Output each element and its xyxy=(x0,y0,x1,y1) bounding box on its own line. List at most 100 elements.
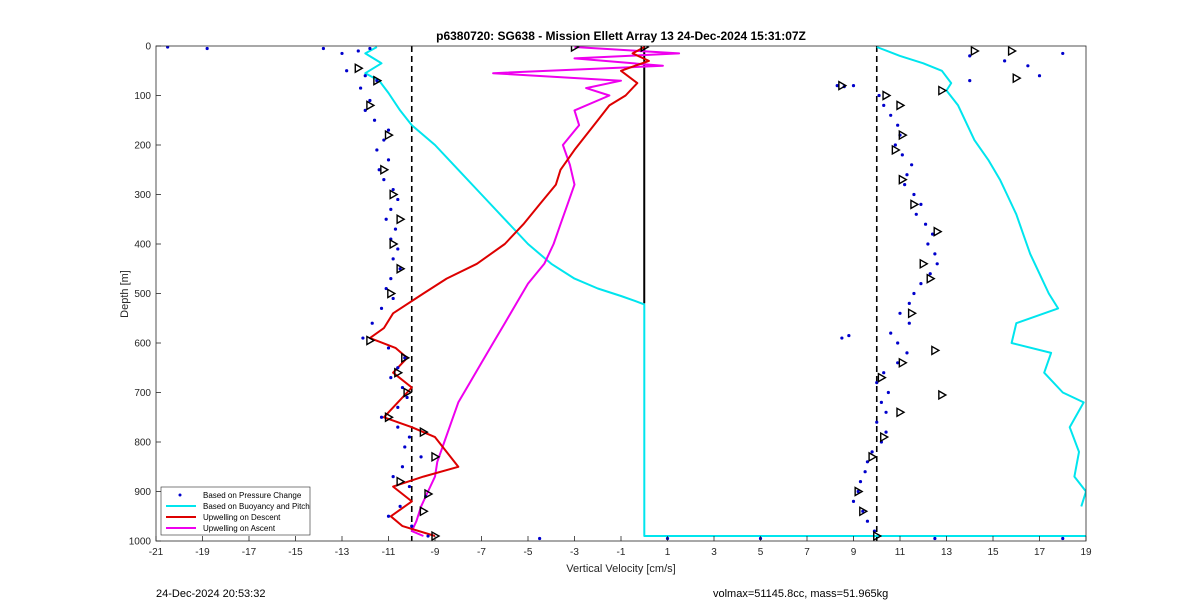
x-tick-label: 17 xyxy=(1034,547,1046,558)
triangle-marker xyxy=(882,90,892,101)
triangle-marker xyxy=(926,273,936,284)
point-based-on-pressure-change xyxy=(396,405,400,409)
point-based-on-pressure-change xyxy=(935,262,939,266)
point-based-on-pressure-change xyxy=(882,103,886,107)
triangle-marker xyxy=(396,214,406,225)
triangle-marker xyxy=(891,144,901,156)
x-tick-label: -17 xyxy=(242,547,257,558)
triangle-marker xyxy=(898,129,908,141)
point-based-on-pressure-change xyxy=(368,46,372,51)
triangle-marker xyxy=(419,506,429,517)
triangle-marker xyxy=(431,530,441,541)
y-tick-label: 200 xyxy=(134,141,151,152)
point-based-on-pressure-change xyxy=(930,232,935,236)
x-tick-label: -13 xyxy=(335,547,350,558)
triangle-marker xyxy=(873,530,883,541)
legend-label: Based on Pressure Change xyxy=(203,491,302,500)
triangle-marker xyxy=(854,486,864,497)
series-line-upwelling-on-descent xyxy=(368,46,650,537)
point-based-on-pressure-change xyxy=(405,395,409,400)
point-based-on-pressure-change xyxy=(896,123,900,127)
triangle-marker xyxy=(880,431,890,443)
point-based-on-pressure-change xyxy=(396,425,400,429)
point-based-on-pressure-change xyxy=(933,252,937,256)
legend-swatch-points xyxy=(178,493,182,497)
chart-title: p6380720: SG638 - Mission Ellett Array 1… xyxy=(436,29,806,43)
point-based-on-pressure-change xyxy=(919,282,923,286)
triangle-marker xyxy=(366,100,376,111)
point-based-on-pressure-change xyxy=(877,93,881,98)
point-based-on-pressure-change xyxy=(870,450,874,454)
plot-background xyxy=(156,46,1086,541)
y-tick-label: 600 xyxy=(134,339,151,350)
legend-label: Based on Buoyancy and Pitch xyxy=(203,502,310,511)
x-tick-label: 1 xyxy=(665,547,671,558)
point-based-on-pressure-change xyxy=(391,475,395,479)
point-based-on-pressure-change xyxy=(426,534,430,538)
point-based-on-pressure-change xyxy=(391,187,395,192)
triangle-marker xyxy=(389,238,399,250)
point-based-on-pressure-change xyxy=(1037,74,1042,78)
point-based-on-pressure-change xyxy=(905,351,909,355)
point-based-on-pressure-change xyxy=(968,54,972,58)
point-based-on-pressure-change xyxy=(875,420,879,424)
point-based-on-pressure-change xyxy=(926,242,930,246)
point-based-on-pressure-change xyxy=(847,333,851,338)
point-based-on-pressure-change xyxy=(396,366,400,370)
point-based-on-pressure-change xyxy=(345,69,349,73)
point-based-on-pressure-change xyxy=(861,509,865,513)
triangle-marker xyxy=(938,389,948,401)
triangle-marker xyxy=(910,199,920,210)
x-tick-label: -11 xyxy=(382,547,396,558)
x-tick-label: -19 xyxy=(195,547,210,558)
point-based-on-pressure-change xyxy=(375,148,379,152)
footer-info: volmax=51145.8cc, mass=51.965kg xyxy=(713,588,889,600)
point-based-on-pressure-change xyxy=(321,46,325,51)
point-based-on-pressure-change xyxy=(384,286,388,291)
point-based-on-pressure-change xyxy=(396,197,400,202)
point-based-on-pressure-change xyxy=(386,514,391,518)
point-based-on-pressure-change xyxy=(900,153,904,157)
triangle-marker xyxy=(570,46,580,53)
x-tick-label: 9 xyxy=(851,547,857,558)
point-based-on-pressure-change xyxy=(363,74,367,78)
point-based-on-pressure-change xyxy=(896,341,900,345)
triangle-marker xyxy=(387,288,397,299)
point-based-on-pressure-change xyxy=(379,306,384,310)
triangle-marker xyxy=(907,308,918,319)
triangle-marker xyxy=(859,506,869,517)
point-based-on-pressure-change xyxy=(363,108,367,112)
point-based-on-pressure-change xyxy=(840,336,844,340)
triangle-marker xyxy=(838,80,848,91)
point-based-on-pressure-change xyxy=(919,202,923,206)
point-based-on-pressure-change xyxy=(391,257,395,261)
point-based-on-pressure-change xyxy=(884,430,888,434)
y-tick-label: 400 xyxy=(134,240,151,251)
point-based-on-pressure-change xyxy=(886,390,890,395)
point-based-on-pressure-change xyxy=(372,118,377,122)
x-tick-label: 13 xyxy=(941,547,953,558)
point-based-on-pressure-change xyxy=(370,321,374,325)
triangle-marker xyxy=(424,488,434,500)
point-based-on-pressure-change xyxy=(359,86,363,90)
x-tick-label: -9 xyxy=(431,547,440,558)
x-tick-label: -5 xyxy=(524,547,533,558)
x-tick-label: -21 xyxy=(149,547,164,558)
point-based-on-pressure-change xyxy=(1061,536,1065,541)
triangle-marker xyxy=(396,263,406,274)
triangle-marker xyxy=(868,451,878,463)
point-based-on-pressure-change xyxy=(863,470,867,474)
point-based-on-pressure-change xyxy=(356,49,360,53)
y-tick-label: 1000 xyxy=(129,537,152,548)
y-tick-label: 500 xyxy=(134,289,151,300)
point-based-on-pressure-change xyxy=(410,524,414,528)
point-based-on-pressure-change xyxy=(379,415,384,419)
x-tick-label: 15 xyxy=(987,547,999,558)
legend: Based on Pressure Change Based on Buoyanc… xyxy=(160,486,311,536)
point-based-on-pressure-change xyxy=(391,296,395,301)
point-based-on-pressure-change xyxy=(851,499,856,503)
point-based-on-pressure-change xyxy=(923,222,928,226)
point-based-on-pressure-change xyxy=(875,381,879,385)
triangle-marker xyxy=(354,63,364,74)
